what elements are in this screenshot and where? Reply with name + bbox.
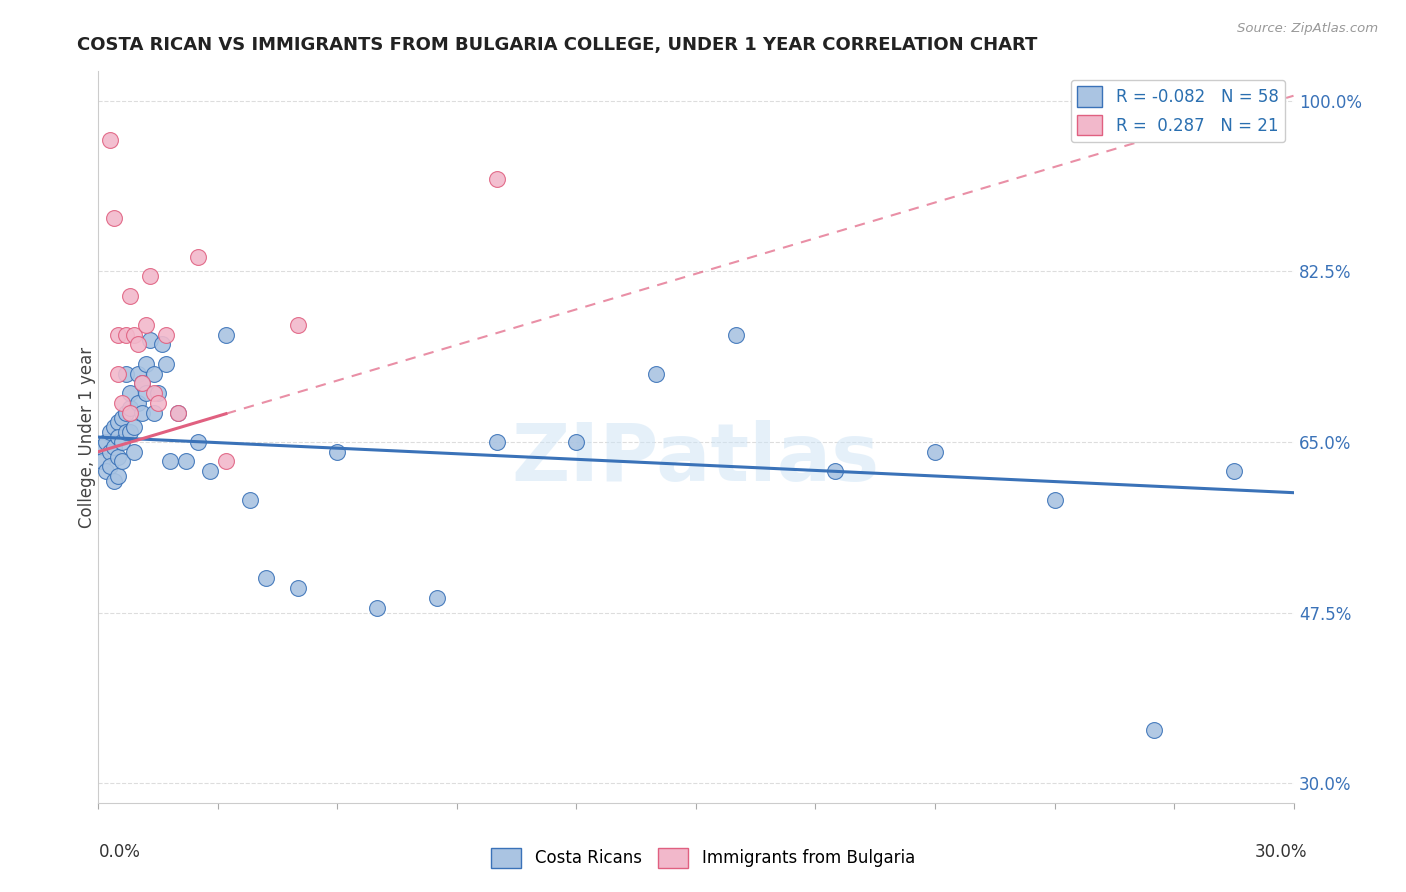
Point [167,406,190,420]
Point [167,406,190,420]
Point [824,464,846,478]
Point [111,434,134,449]
Point [115,367,138,381]
Point [115,327,138,342]
Point [1043,493,1066,508]
Point [155,327,177,342]
Point [215,454,238,468]
Point [1143,723,1166,737]
Point [103,440,125,454]
Point [103,211,125,225]
Point [127,337,149,351]
Point [187,434,209,449]
Point [426,591,449,605]
Point [198,464,221,478]
Point [148,396,170,410]
Point [485,171,508,186]
Point [98,133,122,147]
Point [187,250,209,264]
Y-axis label: College, Under 1 year: College, Under 1 year [79,346,96,528]
Point [107,430,129,444]
Point [107,367,129,381]
Point [111,396,134,410]
Point [96,434,118,449]
Text: COSTA RICAN VS IMMIGRANTS FROM BULGARIA COLLEGE, UNDER 1 YEAR CORRELATION CHART: COSTA RICAN VS IMMIGRANTS FROM BULGARIA … [77,36,1038,54]
Point [91,440,114,454]
Point [98,425,122,440]
Point [135,357,157,371]
Point [120,288,142,302]
Point [366,600,388,615]
Point [124,327,146,342]
Point [111,454,134,468]
Point [107,469,129,483]
Point [565,434,588,449]
Point [724,327,747,342]
Point [127,367,149,381]
Point [645,367,668,381]
Point [150,337,173,351]
Point [96,464,118,478]
Point [143,386,166,401]
Point [131,406,153,420]
Point [254,572,277,586]
Point [148,386,170,401]
Point [124,444,146,458]
Point [98,459,122,474]
Point [103,420,125,434]
Point [239,493,262,508]
Point [127,396,149,410]
Point [135,386,157,401]
Point [131,376,153,391]
Text: Source: ZipAtlas.com: Source: ZipAtlas.com [1237,22,1378,36]
Point [124,420,146,434]
Point [91,454,114,468]
Point [120,401,142,415]
Legend: Costa Ricans, Immigrants from Bulgaria: Costa Ricans, Immigrants from Bulgaria [485,841,921,875]
Point [159,454,181,468]
Point [115,406,138,420]
Point [1223,464,1246,478]
Point [485,434,508,449]
Point [107,450,129,464]
Point [215,327,238,342]
Point [326,444,349,458]
Point [120,425,142,440]
Point [143,367,166,381]
Point [174,454,197,468]
Point [155,357,177,371]
Point [111,410,134,425]
Point [139,269,162,284]
Point [120,406,142,420]
Point [107,327,129,342]
Point [98,444,122,458]
Text: 0.0%: 0.0% [98,843,141,861]
Legend: R = -0.082   N = 58, R =  0.287   N = 21: R = -0.082 N = 58, R = 0.287 N = 21 [1070,79,1285,142]
Point [924,444,946,458]
Point [131,376,153,391]
Point [135,318,157,332]
Point [287,318,309,332]
Text: 30.0%: 30.0% [1256,843,1308,861]
Point [107,416,129,430]
Text: ZIPatlas: ZIPatlas [512,420,880,498]
Point [103,474,125,488]
Point [139,333,162,347]
Point [143,406,166,420]
Point [120,386,142,401]
Point [115,425,138,440]
Point [287,581,309,595]
